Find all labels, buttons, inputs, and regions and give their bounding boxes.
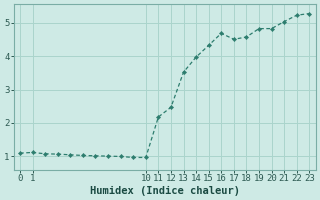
X-axis label: Humidex (Indice chaleur): Humidex (Indice chaleur): [90, 186, 240, 196]
